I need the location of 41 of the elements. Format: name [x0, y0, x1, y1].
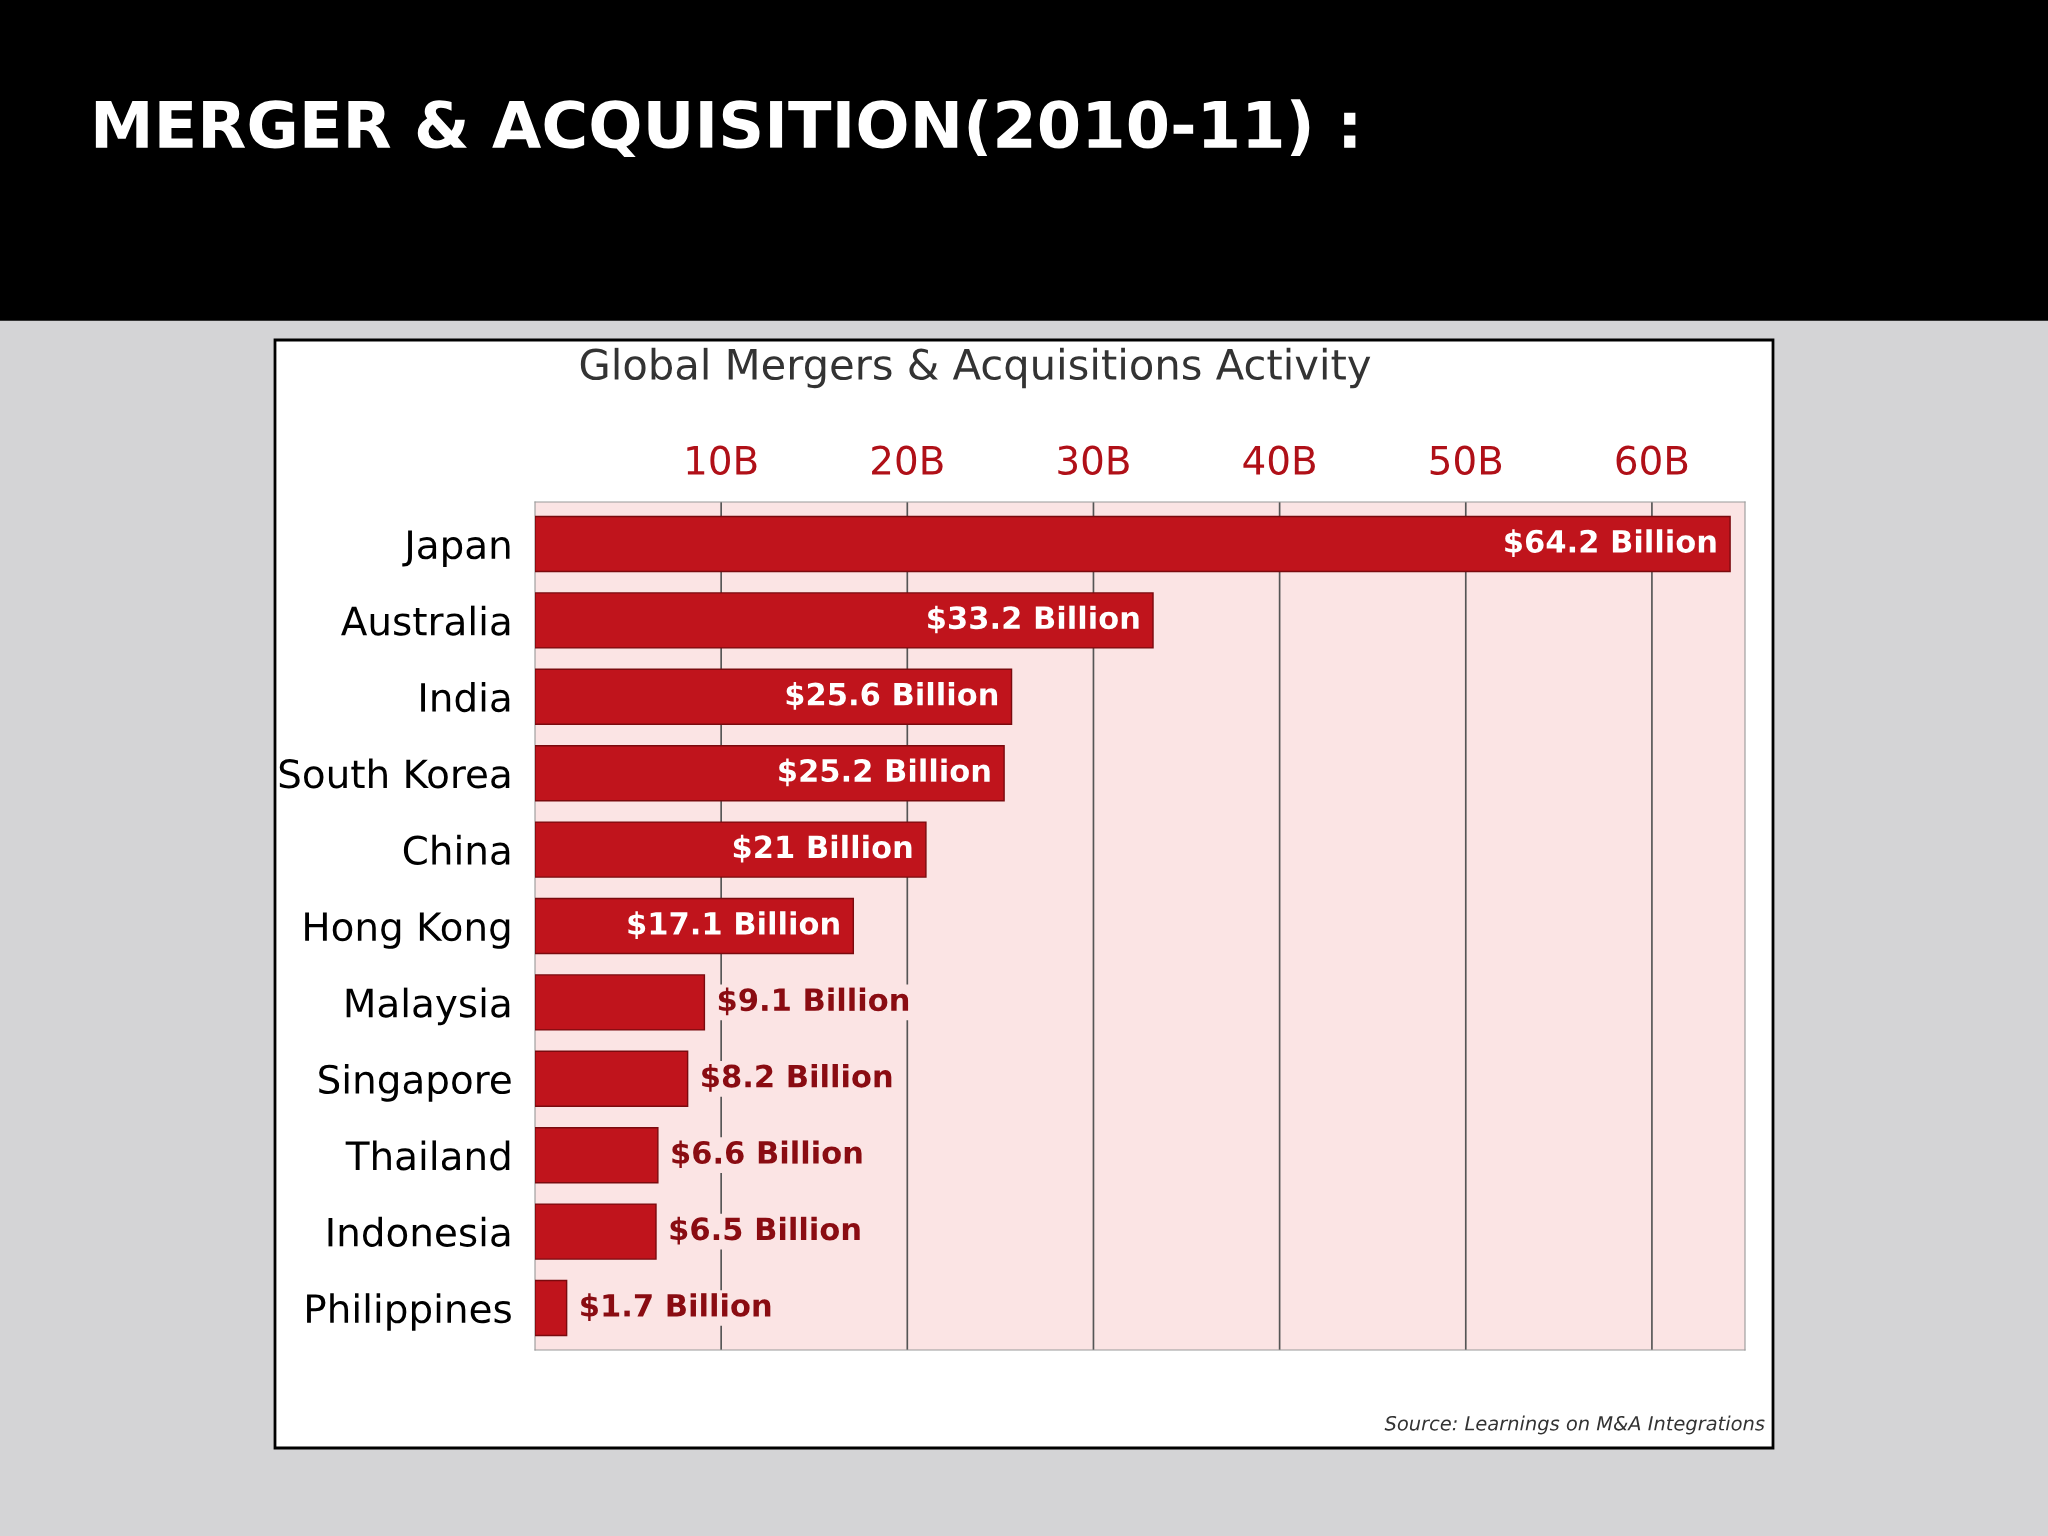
- bar: [535, 821, 927, 878]
- x-tick-label: 20B: [872, 445, 943, 476]
- bar: [535, 745, 1005, 802]
- y-tick-label: Thailand: [345, 1140, 510, 1171]
- bar: [535, 1279, 568, 1337]
- data-label: $21 Billion: [733, 834, 912, 863]
- y-tick-label: Japan: [402, 530, 510, 567]
- bar: [535, 515, 1731, 573]
- data-label: $8.2 Billion: [702, 1064, 892, 1092]
- data-label: $25.2 Billion: [779, 758, 990, 787]
- x-tick-label: 60B: [1616, 445, 1688, 476]
- bar: [535, 974, 706, 1031]
- data-label: $6.6 Billion: [672, 1140, 862, 1169]
- x-tick-label: 40B: [1243, 445, 1315, 476]
- source-note: Source: Learnings on M&A Integrations: [1384, 1415, 1765, 1435]
- chart-title: MERGER & ACQUISITION(2010-11) :: [95, 99, 1356, 157]
- data-label: $1.7 Billion: [581, 1293, 771, 1321]
- data-label: $9.1 Billion: [718, 987, 909, 1016]
- data-label: $6.5 Billion: [670, 1216, 860, 1245]
- y-tick-label: Malaysia: [346, 987, 510, 1026]
- y-tick-label: Singapore: [319, 1064, 511, 1102]
- y-tick-label: Philippines: [307, 1293, 511, 1331]
- bar: [535, 668, 1013, 726]
- data-label: $25.6 Billion: [786, 682, 998, 710]
- data-label: $33.2 Billion: [928, 605, 1139, 634]
- data-label: $17.1 Billion: [628, 911, 839, 939]
- y-tick-label: South Korea: [279, 758, 510, 789]
- data-label: $64.2 Billion: [1505, 529, 1716, 557]
- y-tick-label: Hong Kong: [305, 912, 510, 949]
- x-tick-label: 50B: [1430, 445, 1502, 476]
- x-tick-label: 30B: [1058, 445, 1129, 476]
- bar: [535, 1203, 657, 1260]
- bar: [535, 592, 1154, 649]
- y-tick-label: India: [421, 682, 510, 713]
- y-tick-label: Indonesia: [328, 1216, 510, 1247]
- x-tick-label: 10B: [687, 445, 757, 476]
- y-tick-label: China: [403, 834, 510, 865]
- bar: [535, 1050, 689, 1107]
- y-tick-label: Australia: [341, 605, 510, 636]
- chart-subtitle: Global Mergers & Acquisitions Activity: [580, 347, 1371, 389]
- bar: [535, 1126, 659, 1184]
